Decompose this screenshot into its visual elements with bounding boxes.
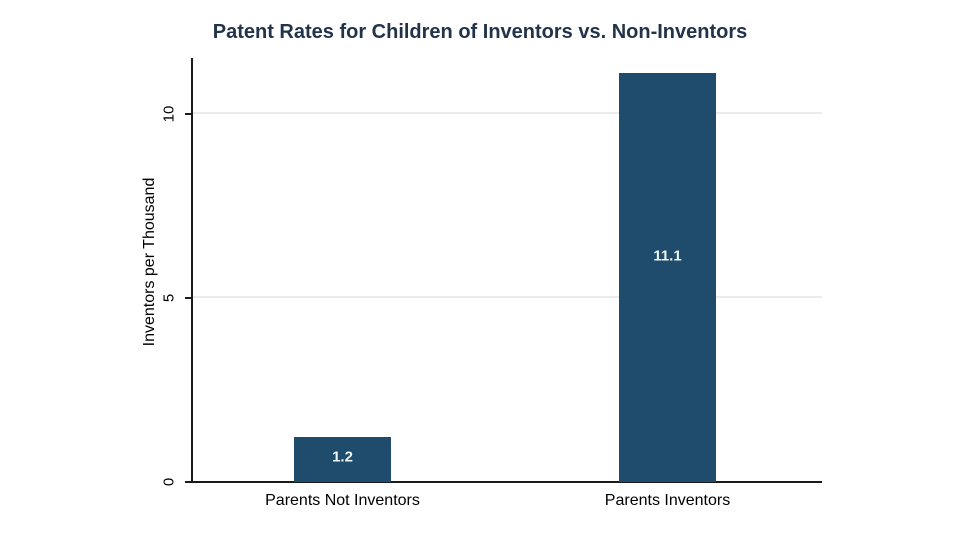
gridline-10: [193, 112, 822, 115]
y-tick-label-10: 10: [160, 105, 178, 123]
y-tick-label-0: 0: [160, 477, 178, 487]
y-tick-10: [185, 113, 191, 116]
y-tick-label-5: 5: [160, 293, 178, 303]
chart-title: Patent Rates for Children of Inventors v…: [212, 21, 748, 43]
category-label-parents-not-inventors: Parents Not Inventors: [265, 492, 420, 509]
bar-parents-inventors: [619, 72, 716, 482]
y-axis-line: [191, 58, 193, 483]
y-axis-title: Inventors per Thousand: [141, 177, 158, 347]
x-axis-line: [191, 481, 822, 483]
category-label-parents-inventors: Parents Inventors: [604, 492, 731, 509]
gridline-5: [193, 296, 822, 299]
bar-value-label-parents-not-inventors: 1.2: [332, 448, 353, 466]
bar-parents-not-inventors: [294, 436, 391, 482]
y-tick-5: [185, 297, 191, 300]
y-tick-0: [185, 481, 191, 483]
bar-value-label-parents-inventors: 11.1: [653, 247, 682, 265]
